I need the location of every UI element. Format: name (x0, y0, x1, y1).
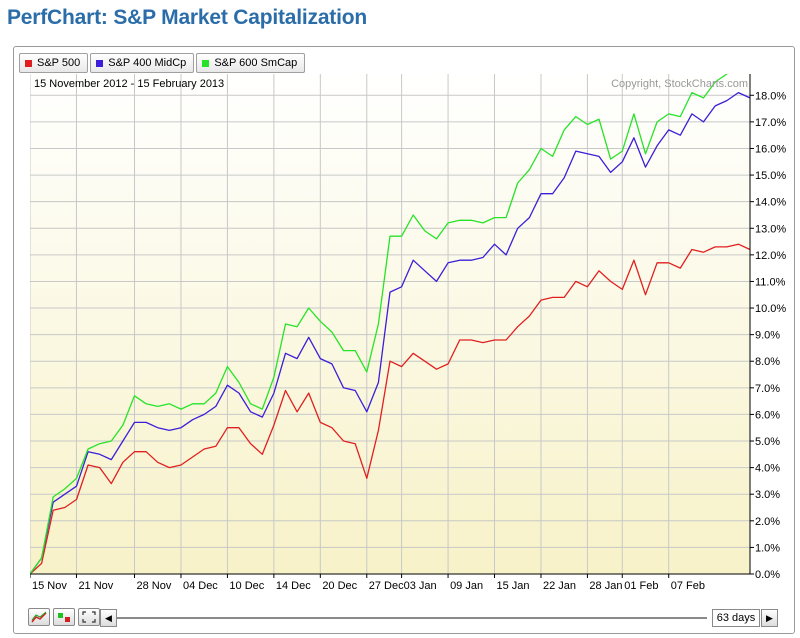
chart-toolbar (28, 608, 100, 626)
x-tick-label: 14 Dec (276, 580, 311, 592)
x-tick-label: 15 Nov (32, 580, 67, 592)
y-tick-label: 9.0% (755, 330, 780, 342)
y-tick-label: 10.0% (755, 303, 786, 315)
scroll-right-button[interactable]: ▶ (761, 609, 778, 627)
y-tick-label: 4.0% (755, 463, 780, 475)
y-tick-label: 11.0% (755, 276, 786, 288)
x-tick-label: 21 Nov (78, 580, 113, 592)
copyright-label: Copyright, StockCharts.com (611, 78, 748, 90)
series-line-s-p-600-smcap (30, 74, 728, 575)
y-tick-label: 6.0% (755, 409, 780, 421)
red-swatch-icon (25, 59, 32, 67)
x-tick-label: 03 Jan (404, 580, 437, 592)
y-tick-label: 18.0% (755, 90, 786, 102)
legend-item-sp600[interactable]: S&P 600 SmCap (196, 53, 306, 73)
x-tick-label: 20 Dec (322, 580, 357, 592)
legend-label: S&P 400 MidCp (108, 57, 187, 69)
y-tick-label: 17.0% (755, 117, 786, 129)
range-days-field[interactable]: 63 days (712, 609, 760, 627)
y-tick-label: 5.0% (755, 436, 780, 448)
y-tick-label: 8.0% (755, 356, 780, 368)
y-tick-label: 16.0% (755, 143, 786, 155)
scroll-left-button[interactable]: ◀ (100, 609, 117, 627)
legend-item-sp400[interactable]: S&P 400 MidCp (90, 53, 195, 73)
legend: S&P 500 S&P 400 MidCp S&P 600 SmCap (19, 53, 306, 73)
y-tick-label: 13.0% (755, 223, 786, 235)
x-tick-label: 15 Jan (497, 580, 530, 592)
y-tick-label: 7.0% (755, 383, 780, 395)
page-title: PerfChart: S&P Market Capitalization (7, 6, 367, 29)
legend-label: S&P 500 (37, 57, 81, 69)
date-scroller: ◀ 63 days ▶ (100, 609, 778, 627)
plot-background (30, 74, 750, 574)
y-tick-label: 0.0% (755, 569, 780, 581)
line-chart-icon[interactable] (28, 608, 50, 626)
legend-label: S&P 600 SmCap (214, 57, 298, 69)
y-tick-label: 15.0% (755, 170, 786, 182)
scroll-track[interactable] (117, 617, 707, 619)
green-swatch-icon (202, 59, 210, 67)
series-lines (30, 74, 751, 575)
y-tick-label: 1.0% (755, 542, 780, 554)
y-tick-label: 2.0% (755, 516, 780, 528)
x-axis-labels: 15 Nov 21 Nov 28 Nov 04 Dec 10 Dec 14 Dec 20 D… (32, 580, 705, 592)
x-tick-label: 07 Feb (671, 580, 705, 592)
performance-chart: 0.0% 1.0% 2.0% 3.0% 4.0% 5.0% 6.0% 7.0% 8.0% 9.0%… (30, 74, 786, 592)
date-range-label: 15 November 2012 - 15 February 2013 (34, 78, 224, 90)
y-tick-label: 12.0% (755, 250, 786, 262)
y-axis-labels: 0.0% 1.0% 2.0% 3.0% 4.0% 5.0% 6.0% 7.0% 8.0% 9.0%… (755, 90, 786, 581)
x-tick-label: 01 Feb (624, 580, 658, 592)
y-tick-label: 3.0% (755, 489, 780, 501)
y-tick-label: 14.0% (755, 197, 786, 209)
x-tick-label: 28 Nov (137, 580, 172, 592)
blue-swatch-icon (96, 59, 104, 67)
x-tick-label: 10 Dec (229, 580, 264, 592)
x-tick-label: 09 Jan (450, 580, 483, 592)
series-line-s-p-400-midcp (30, 91, 751, 575)
x-tick-label: 27 Dec (369, 580, 404, 592)
fullscreen-icon[interactable] (78, 608, 100, 626)
x-tick-label: 22 Jan (543, 580, 576, 592)
bar-histogram-icon[interactable] (53, 608, 75, 626)
x-tick-label: 28 Jan (589, 580, 622, 592)
x-tick-label: 04 Dec (183, 580, 218, 592)
series-line-s-p-500 (30, 243, 751, 575)
legend-item-sp500[interactable]: S&P 500 (19, 53, 89, 73)
